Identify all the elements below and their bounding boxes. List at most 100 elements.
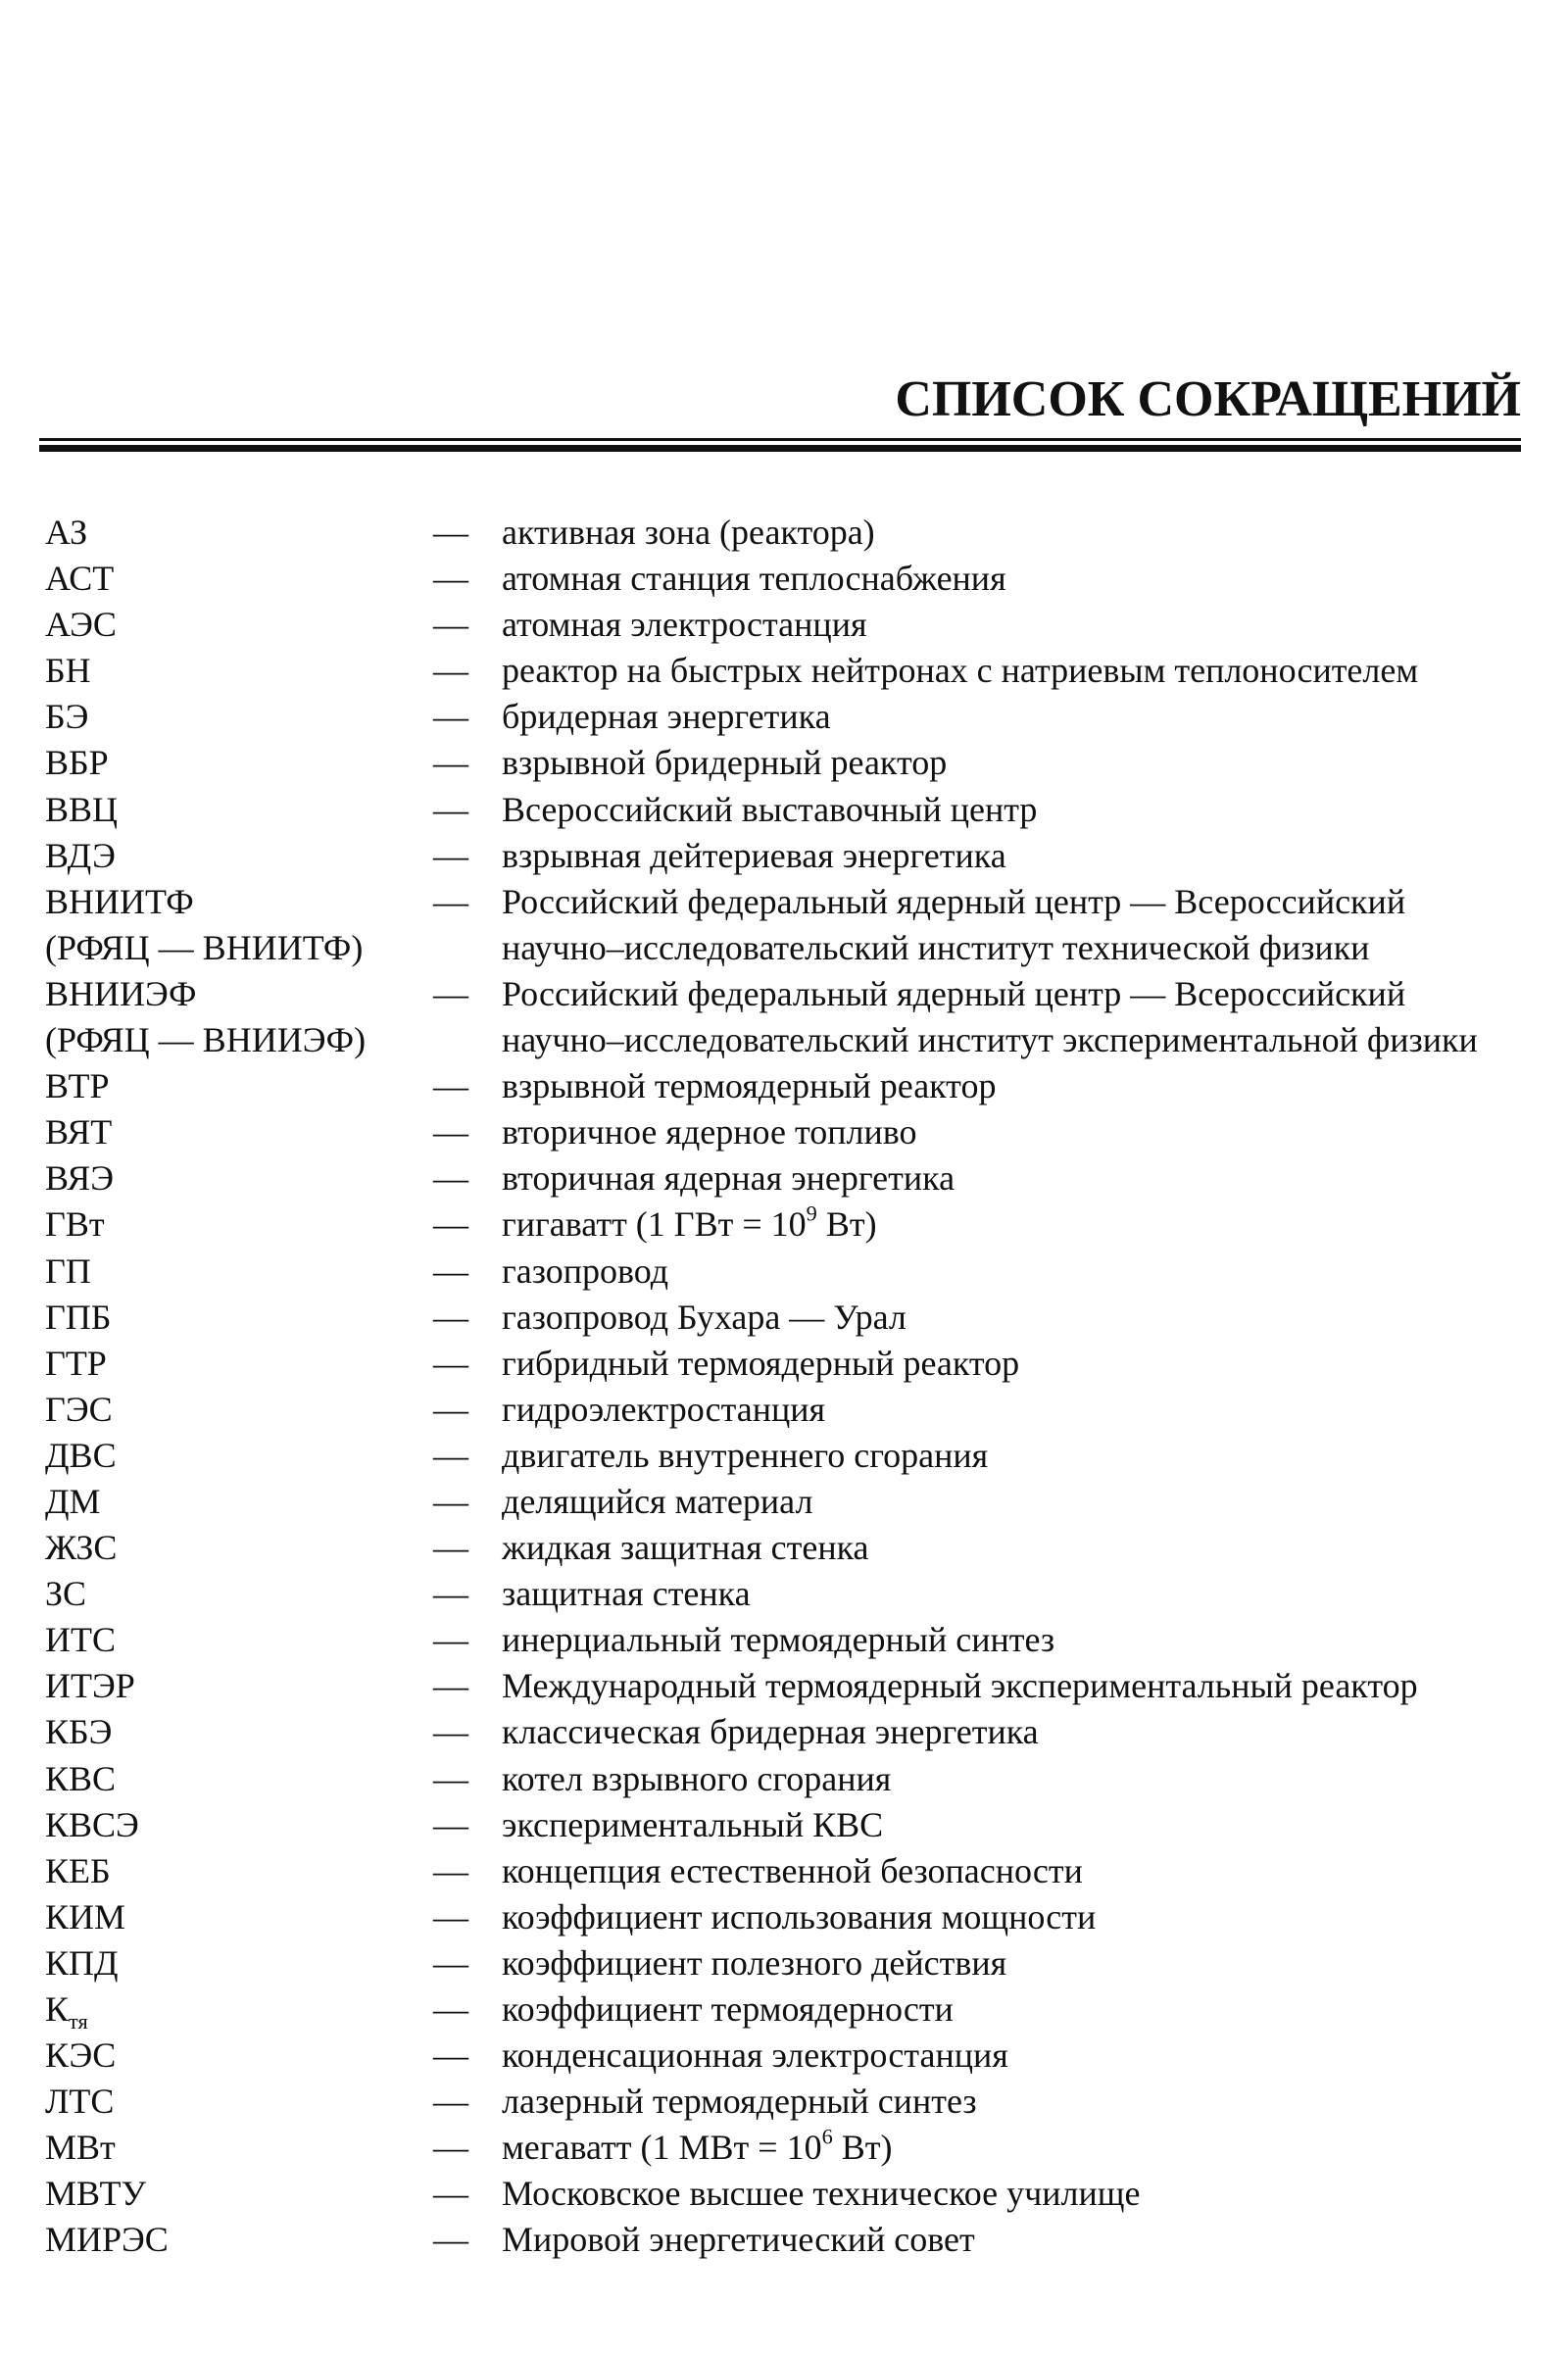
abbreviation: ГПБ: [45, 1295, 433, 1341]
definition: жидкая защитная стенка: [502, 1525, 1525, 1571]
dash-separator: —: [433, 2128, 468, 2168]
list-item: МИРЭС — Мировой энергетический совет: [45, 2217, 1525, 2263]
dash-separator: —: [433, 1112, 468, 1152]
definition-text: экспериментальный КВС: [502, 1804, 884, 1844]
definition-text: бридерная энергетика: [502, 697, 831, 737]
definition: гибридный термоядерный реактор: [502, 1341, 1525, 1387]
header-rule-thick: [39, 445, 1521, 452]
definition: конденсационная электростанция: [502, 2033, 1525, 2079]
dash-separator: —: [433, 1942, 468, 1983]
abbreviation: ВТР: [45, 1063, 433, 1109]
definition-text: вторичное ядерное топливо: [502, 1112, 917, 1152]
dash-separator: —: [433, 1481, 468, 1521]
abbreviation: ИТС: [45, 1617, 433, 1663]
list-item: ВТР — взрывной термоядерный реактор: [45, 1063, 1525, 1109]
definition-text: делящийся материал: [502, 1481, 813, 1521]
definition-text: газопровод: [502, 1250, 669, 1291]
definition-text: мегаватт (1 МВт = 10: [502, 2128, 822, 2168]
definition: экспериментальный КВС: [502, 1802, 1525, 1848]
definition: Всероссийский выставочный центр: [502, 787, 1525, 833]
list-item: ИТЭР — Международный термоядерный эксперим…: [45, 1663, 1525, 1709]
abbreviation: АЗ: [45, 510, 433, 556]
dash-separator: —: [433, 1712, 468, 1752]
definition: вторичное ядерное топливо: [502, 1109, 1525, 1155]
dash-separator: —: [433, 2082, 468, 2122]
abbreviation: БН: [45, 648, 433, 694]
definition: Международный термоядерный экспериментал…: [502, 1663, 1525, 1709]
dash-separator: —: [433, 1620, 468, 1660]
definition-exponent: 6: [821, 2124, 833, 2149]
abbreviation: КБЭ: [45, 1709, 433, 1755]
definition-text: атомная станция теплоснабжения: [502, 559, 1006, 599]
abbreviation: ВНИИТФ (РФЯЦ — ВНИИТФ): [45, 879, 433, 971]
abbreviation: ВЯЭ: [45, 1155, 433, 1201]
list-item: ВНИИТФ (РФЯЦ — ВНИИТФ) — Российский федера…: [45, 879, 1525, 971]
list-item: ВЯЭ — вторичная ядерная энергетика: [45, 1155, 1525, 1201]
abbreviation-text: ИТС: [45, 1620, 116, 1660]
abbreviation-text: ВДЭ: [45, 835, 116, 875]
dash-separator: —: [433, 559, 468, 599]
abbreviation-text: ГЭС: [45, 1389, 113, 1429]
list-item: Ктя — коэффициент термоядерности: [45, 1986, 1525, 2033]
list-item: КБЭ — классическая бридерная энергетика: [45, 1709, 1525, 1755]
list-item: АСТ — атомная станция теплоснабжения: [45, 556, 1525, 602]
abbreviation-text: БН: [45, 651, 91, 691]
definition: атомная электростанция: [502, 602, 1525, 648]
definition-text: жидкая защитная стенка: [502, 1528, 869, 1568]
abbreviation: ВБР: [45, 740, 433, 786]
abbreviation-text: ГПБ: [45, 1297, 112, 1337]
definition: коэффициент термоядерности: [502, 1986, 1525, 2033]
dash-separator: —: [433, 2035, 468, 2076]
abbreviation: АСТ: [45, 556, 433, 602]
list-item: АЗ — активная зона (реактора): [45, 510, 1525, 556]
list-item: МВт — мегаватт (1 МВт = 106 Вт): [45, 2125, 1525, 2171]
dash-separator: —: [433, 605, 468, 645]
abbreviation: ВДЭ: [45, 833, 433, 879]
list-item: ЛТС — лазерный термоядерный синтез: [45, 2079, 1525, 2125]
abbreviation-text: БЭ: [45, 697, 89, 737]
definition-text: газопровод Бухара — Урал: [502, 1297, 906, 1337]
definition-text: гигаватт (1 ГВт = 10: [502, 1204, 807, 1245]
definition-tail: Вт): [816, 1204, 877, 1245]
dash-separator: —: [433, 651, 468, 691]
definition: взрывная дейтериевая энергетика: [502, 833, 1525, 879]
list-item: ВДЭ — взрывная дейтериевая энергетика: [45, 833, 1525, 879]
definition-text: коэффициент термоядерности: [502, 1989, 954, 2029]
definition-text: двигатель внутреннего сгорания: [502, 1435, 989, 1475]
dash-separator: —: [433, 1574, 468, 1614]
abbreviation-text: ДВС: [45, 1435, 117, 1475]
abbreviation: КВСЭ: [45, 1802, 433, 1848]
list-item: ВВЦ — Всероссийский выставочный центр: [45, 787, 1525, 833]
abbreviation-text: ВНИИЭФ (РФЯЦ — ВНИИЭФ): [45, 973, 367, 1060]
definition-text: Российский федеральный ядерный центр — В…: [502, 881, 1406, 967]
dash-separator: —: [433, 2174, 468, 2214]
dash-separator: —: [433, 1666, 468, 1706]
abbreviation: ГВт: [45, 1201, 433, 1248]
dash-separator: —: [433, 743, 468, 783]
definition-text: Международный термоядерный экспериментал…: [502, 1666, 1418, 1706]
page-title: СПИСОК СОКРАЩЕНИЙ: [895, 371, 1521, 427]
abbreviation-text: КВС: [45, 1758, 117, 1798]
definition: делящийся материал: [502, 1479, 1525, 1525]
definition-text: взрывной термоядерный реактор: [502, 1066, 997, 1106]
definition-tail: Вт): [832, 2128, 893, 2168]
list-item: КПД — коэффициент полезного действия: [45, 1940, 1525, 1986]
list-item: КИМ — коэффициент использования мощности: [45, 1894, 1525, 1940]
abbreviation-text: ВТР: [45, 1066, 110, 1106]
definition: Мировой энергетический совет: [502, 2217, 1525, 2263]
list-item: ВЯТ — вторичное ядерное топливо: [45, 1109, 1525, 1155]
list-item: ЖЗС — жидкая защитная стенка: [45, 1525, 1525, 1571]
abbreviation: ВНИИЭФ (РФЯЦ — ВНИИЭФ): [45, 971, 433, 1063]
dash-separator: —: [433, 697, 468, 737]
dash-separator: —: [433, 881, 468, 921]
list-item: ДВС — двигатель внутреннего сгорания: [45, 1433, 1525, 1479]
abbreviation-text: ГТР: [45, 1343, 107, 1383]
definition: лазерный термоядерный синтез: [502, 2079, 1525, 2125]
list-item: БЭ — бридерная энергетика: [45, 694, 1525, 740]
dash-separator: —: [433, 1250, 468, 1291]
abbreviation-text: К: [45, 1989, 70, 2029]
definition-text: реактор на быстрых нейтронах с натриевым…: [502, 651, 1419, 691]
dash-separator: —: [433, 1204, 468, 1245]
abbreviation-text: ВНИИТФ (РФЯЦ — ВНИИТФ): [45, 881, 364, 967]
abbreviation: КЕБ: [45, 1848, 433, 1894]
